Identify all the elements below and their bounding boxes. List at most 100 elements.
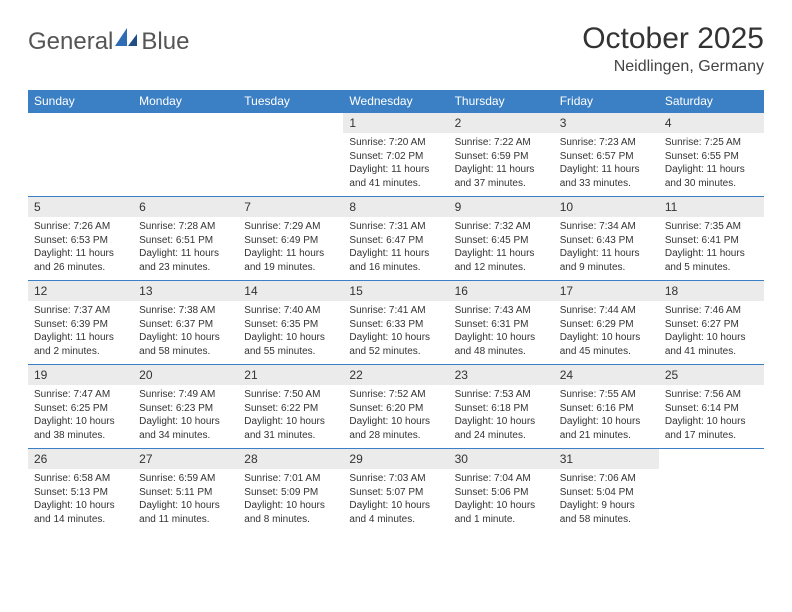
day-number: 15	[343, 281, 448, 302]
day-content: Sunrise: 7:46 AMSunset: 6:27 PMDaylight:…	[659, 301, 764, 365]
day-number: 13	[133, 281, 238, 302]
sunrise-text: Sunrise: 7:40 AM	[244, 304, 337, 318]
empty-cell	[238, 113, 343, 134]
day-content: Sunrise: 7:50 AMSunset: 6:22 PMDaylight:…	[238, 385, 343, 449]
sunset-text: Sunset: 5:06 PM	[455, 486, 548, 500]
weekday-header: Thursday	[449, 90, 554, 113]
day-content: Sunrise: 7:25 AMSunset: 6:55 PMDaylight:…	[659, 133, 764, 197]
content-row: Sunrise: 7:26 AMSunset: 6:53 PMDaylight:…	[28, 217, 764, 281]
sunrise-text: Sunrise: 7:52 AM	[349, 388, 442, 402]
day-number: 25	[659, 365, 764, 386]
sunrise-text: Sunrise: 7:35 AM	[665, 220, 758, 234]
sunrise-text: Sunrise: 6:59 AM	[139, 472, 232, 486]
daylight-text: Daylight: 10 hours and 4 minutes.	[349, 499, 442, 526]
day-content: Sunrise: 7:03 AMSunset: 5:07 PMDaylight:…	[343, 469, 448, 532]
sunrise-text: Sunrise: 7:32 AM	[455, 220, 548, 234]
daylight-text: Daylight: 10 hours and 34 minutes.	[139, 415, 232, 442]
content-row: Sunrise: 7:20 AMSunset: 7:02 PM Daylight:…	[28, 133, 764, 197]
day-content: Sunrise: 7:04 AMSunset: 5:06 PMDaylight:…	[449, 469, 554, 532]
sunset-text: Sunset: 6:43 PM	[560, 234, 653, 248]
sunset-text: Sunset: 6:27 PM	[665, 318, 758, 332]
content-row: Sunrise: 7:37 AMSunset: 6:39 PMDaylight:…	[28, 301, 764, 365]
day-content: Sunrise: 7:38 AMSunset: 6:37 PMDaylight:…	[133, 301, 238, 365]
empty-cell	[133, 133, 238, 197]
sunrise-text: Sunrise: 7:41 AM	[349, 304, 442, 318]
sunrise-text: Sunrise: 7:49 AM	[139, 388, 232, 402]
sunset-text: Sunset: 6:16 PM	[560, 402, 653, 416]
daylight-text: Daylight: 10 hours and 17 minutes.	[665, 415, 758, 442]
sunrise-text: Sunrise: 7:44 AM	[560, 304, 653, 318]
daylight-text: Daylight: 11 hours and 16 minutes.	[349, 247, 442, 274]
day-number: 8	[343, 197, 448, 218]
day-number: 28	[238, 449, 343, 470]
sunset-text: Sunset: 5:13 PM	[34, 486, 127, 500]
day-content: Sunrise: 7:44 AMSunset: 6:29 PMDaylight:…	[554, 301, 659, 365]
daylight-text: Daylight: 10 hours and 24 minutes.	[455, 415, 548, 442]
content-row: Sunrise: 6:58 AMSunset: 5:13 PMDaylight:…	[28, 469, 764, 532]
sunrise-text: Sunrise: 7:43 AM	[455, 304, 548, 318]
sunrise-text: Sunrise: 7:28 AM	[139, 220, 232, 234]
daylight-text: Daylight: 10 hours and 48 minutes.	[455, 331, 548, 358]
day-content: Sunrise: 7:23 AMSunset: 6:57 PMDaylight:…	[554, 133, 659, 197]
day-number: 26	[28, 449, 133, 470]
day-number: 4	[659, 113, 764, 134]
sunset-text: Sunset: 6:59 PM	[455, 150, 548, 164]
daylight-text: Daylight: 11 hours and 37 minutes.	[455, 163, 548, 190]
day-content: Sunrise: 7:06 AMSunset: 5:04 PMDaylight:…	[554, 469, 659, 532]
sunset-text: Sunset: 6:25 PM	[34, 402, 127, 416]
sunset-text: Sunset: 6:57 PM	[560, 150, 653, 164]
day-content: Sunrise: 7:31 AMSunset: 6:47 PMDaylight:…	[343, 217, 448, 281]
daylight-text: Daylight: 10 hours and 14 minutes.	[34, 499, 127, 526]
day-number: 7	[238, 197, 343, 218]
daylight-text: Daylight: 11 hours and 30 minutes.	[665, 163, 758, 190]
weekday-header-row: SundayMondayTuesdayWednesdayThursdayFrid…	[28, 90, 764, 113]
daylight-text: Daylight: 11 hours and 2 minutes.	[34, 331, 127, 358]
title-block: October 2025 Neidlingen, Germany	[582, 22, 764, 76]
sunset-text: Sunset: 6:41 PM	[665, 234, 758, 248]
day-content: Sunrise: 7:01 AMSunset: 5:09 PMDaylight:…	[238, 469, 343, 532]
sunrise-text: Sunrise: 7:29 AM	[244, 220, 337, 234]
sunrise-text: Sunrise: 7:56 AM	[665, 388, 758, 402]
daylight-text: Daylight: 10 hours and 58 minutes.	[139, 331, 232, 358]
day-number: 6	[133, 197, 238, 218]
sunset-text: Sunset: 6:20 PM	[349, 402, 442, 416]
day-content: Sunrise: 6:58 AMSunset: 5:13 PMDaylight:…	[28, 469, 133, 532]
day-content: Sunrise: 6:59 AMSunset: 5:11 PMDaylight:…	[133, 469, 238, 532]
sunset-text: Sunset: 7:02 PM	[349, 150, 442, 164]
daynum-row: 19202122232425	[28, 365, 764, 386]
day-content: Sunrise: 7:26 AMSunset: 6:53 PMDaylight:…	[28, 217, 133, 281]
empty-cell	[659, 469, 764, 532]
brand-text-blue: Blue	[141, 28, 189, 56]
sail-icon	[113, 26, 139, 53]
daylight-text: Daylight: 11 hours and 19 minutes.	[244, 247, 337, 274]
sunrise-text: Sunrise: 7:03 AM	[349, 472, 442, 486]
day-number: 12	[28, 281, 133, 302]
weekday-header: Friday	[554, 90, 659, 113]
sunrise-text: Sunrise: 6:58 AM	[34, 472, 127, 486]
calendar-table: SundayMondayTuesdayWednesdayThursdayFrid…	[28, 90, 764, 532]
empty-cell	[133, 113, 238, 134]
page-header: General Blue October 2025 Neidlingen, Ge…	[28, 22, 764, 76]
sunrise-text: Sunrise: 7:31 AM	[349, 220, 442, 234]
day-number: 20	[133, 365, 238, 386]
calendar-body: 1234 Sunrise: 7:20 AMSunset: 7:02 PMDayl…	[28, 113, 764, 533]
sunset-text: Sunset: 5:07 PM	[349, 486, 442, 500]
day-number: 5	[28, 197, 133, 218]
day-number: 1	[343, 113, 448, 134]
sunrise-text: Sunrise: 7:37 AM	[34, 304, 127, 318]
daylight-text: Daylight: 10 hours and 31 minutes.	[244, 415, 337, 442]
day-content: Sunrise: 7:22 AMSunset: 6:59 PMDaylight:…	[449, 133, 554, 197]
day-number: 10	[554, 197, 659, 218]
day-number: 30	[449, 449, 554, 470]
sunrise-text: Sunrise: 7:20 AM	[349, 136, 442, 150]
day-number: 29	[343, 449, 448, 470]
sunrise-text: Sunrise: 7:23 AM	[560, 136, 653, 150]
sunrise-text: Sunrise: 7:26 AM	[34, 220, 127, 234]
sunrise-text: Sunrise: 7:01 AM	[244, 472, 337, 486]
sunset-text: Sunset: 5:09 PM	[244, 486, 337, 500]
daynum-row: 262728293031	[28, 449, 764, 470]
weekday-header: Sunday	[28, 90, 133, 113]
sunset-text: Sunset: 6:33 PM	[349, 318, 442, 332]
day-number: 11	[659, 197, 764, 218]
location-text: Neidlingen, Germany	[582, 58, 764, 76]
